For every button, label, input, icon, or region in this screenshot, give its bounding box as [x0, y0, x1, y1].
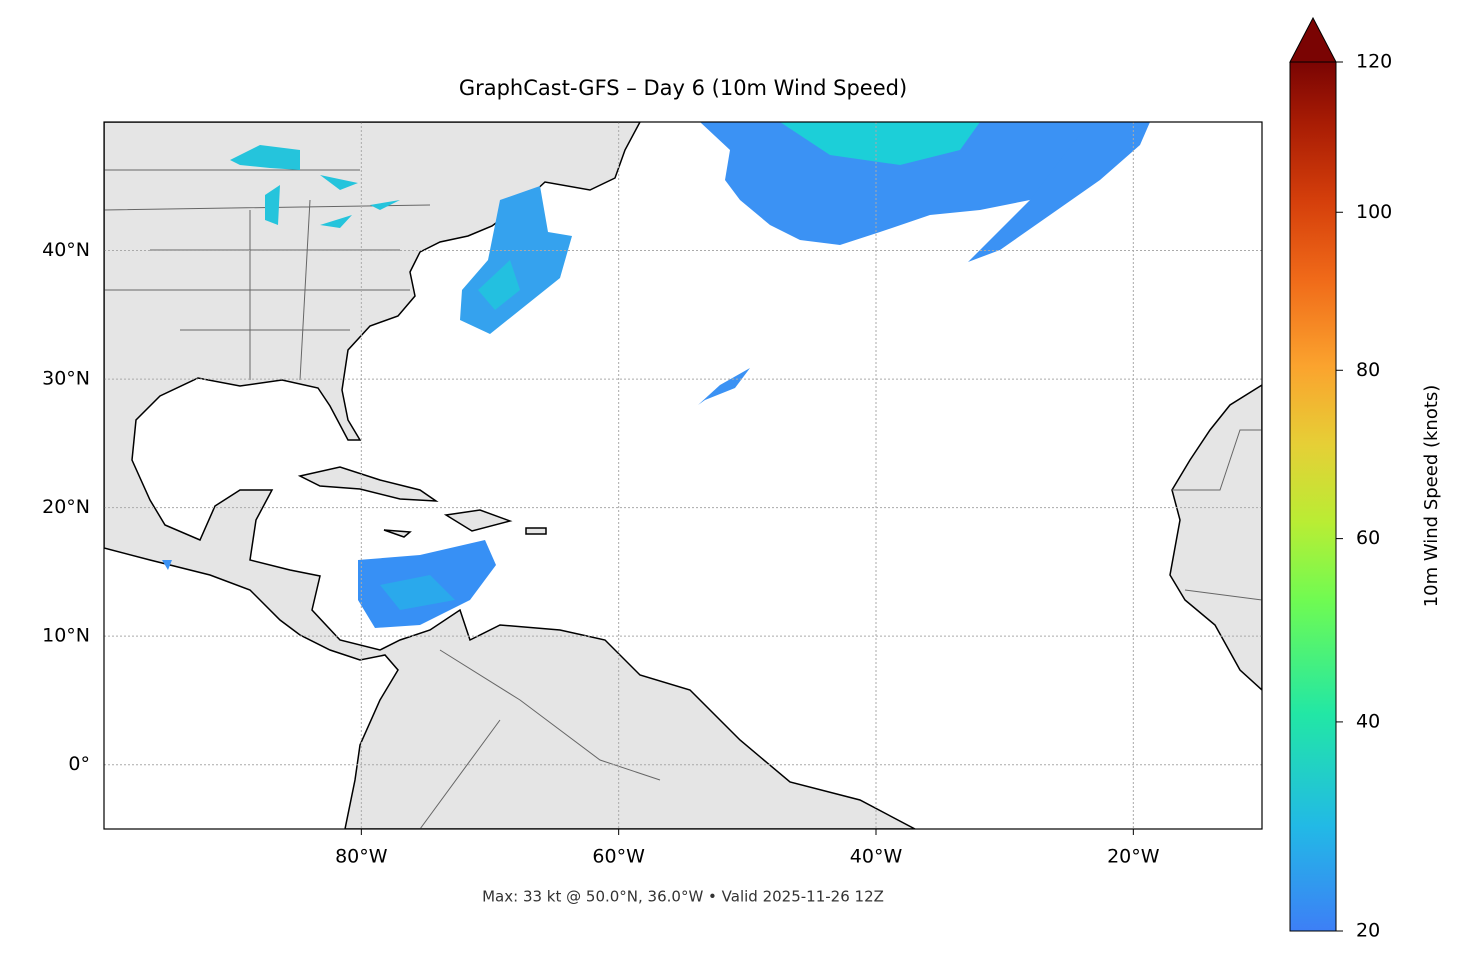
wind-field: [162, 122, 1150, 628]
colorbar-frame: [1289, 62, 1337, 932]
x-tick-label: 20°W: [1107, 846, 1160, 868]
y-tick-label: 10°N: [42, 625, 90, 647]
colorbar-tick-label: 80: [1356, 359, 1380, 381]
y-tick-label: 40°N: [42, 239, 90, 261]
grid: [104, 122, 1262, 829]
cuba: [297, 466, 439, 502]
y-tick-label: 0°: [68, 753, 90, 775]
colorbar-tick-label: 40: [1356, 710, 1380, 732]
hispaniola: [443, 509, 513, 532]
map: [104, 122, 1262, 829]
colorbar-tick-label: 100: [1356, 201, 1392, 223]
plot-frame: [103, 121, 1263, 830]
colorbar-tick-label: 20: [1356, 920, 1380, 942]
x-tick-label: 40°W: [850, 846, 903, 868]
jamaica: [383, 529, 412, 538]
colorbar-extension: [1289, 16, 1337, 63]
colorbar: [1290, 62, 1336, 931]
africa: [1169, 384, 1262, 692]
colorbar-tick-label: 60: [1356, 527, 1380, 549]
puerto-rico: [525, 527, 547, 535]
y-tick-label: 20°N: [42, 496, 90, 518]
americas: [104, 122, 916, 829]
y-tick-label: 30°N: [42, 368, 90, 390]
colorbar-tick-label: 120: [1356, 51, 1392, 73]
x-tick-label: 60°W: [592, 846, 645, 868]
chart-title: GraphCast-GFS – Day 6 (10m Wind Speed): [459, 76, 907, 100]
footnote: Max: 33 kt @ 50.0°N, 36.0°W • Valid 2025…: [482, 888, 884, 906]
x-tick-label: 80°W: [335, 846, 388, 868]
colorbar-label: 10m Wind Speed (knots): [1421, 385, 1442, 608]
